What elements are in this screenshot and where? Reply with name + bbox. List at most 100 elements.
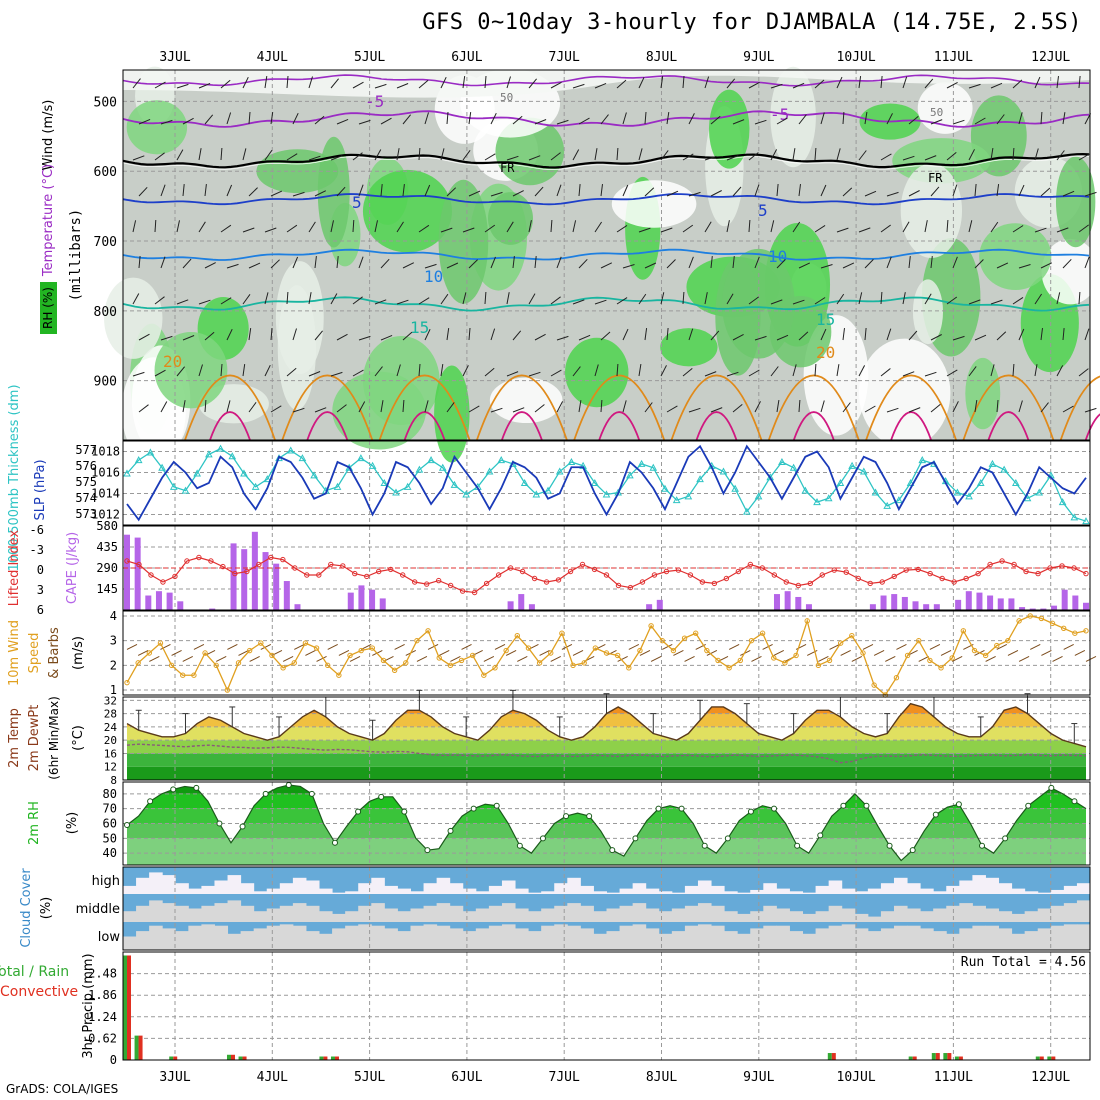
wind-speed-point bbox=[670, 647, 677, 654]
wind-barb bbox=[886, 256, 892, 269]
wind-barb bbox=[314, 330, 323, 341]
wind-barb bbox=[886, 113, 893, 125]
cloud-clear-high bbox=[998, 883, 1013, 894]
wind-speed-point bbox=[1016, 618, 1022, 624]
wind-barb bbox=[176, 299, 189, 305]
thickness-point bbox=[965, 492, 973, 500]
wind-barb bbox=[138, 186, 148, 197]
wind-speed-point bbox=[860, 650, 866, 656]
rh-patch bbox=[912, 279, 944, 345]
wind-barb bbox=[842, 402, 851, 413]
wind-barb bbox=[1040, 111, 1043, 125]
wind-barb bbox=[418, 363, 421, 377]
wind-barb bbox=[286, 75, 289, 89]
wind-barb bbox=[704, 221, 712, 233]
rh-contour-label: 50 bbox=[500, 91, 513, 104]
wind-barb bbox=[578, 184, 581, 197]
precip-total-bar bbox=[908, 1056, 913, 1060]
wind-barb-surface bbox=[751, 656, 762, 662]
temp-tick: 16 bbox=[104, 747, 117, 760]
wind-barb-surface bbox=[182, 656, 193, 662]
cloud-clear-high bbox=[319, 888, 333, 894]
cloud-clear-middle bbox=[149, 900, 163, 922]
cloud-clear-middle bbox=[345, 911, 359, 922]
cape-bar bbox=[251, 531, 258, 610]
cloud-clear-low bbox=[632, 924, 647, 950]
thickness-point bbox=[357, 454, 365, 462]
temp-band bbox=[127, 726, 1086, 741]
cloud-clear-middle bbox=[1037, 908, 1052, 922]
lifted-index-point bbox=[867, 580, 873, 587]
wind-barb-surface bbox=[717, 656, 729, 662]
rh-point bbox=[516, 842, 523, 849]
wind-barb bbox=[946, 296, 958, 305]
cloud-clear-low bbox=[580, 928, 594, 950]
cape-bar bbox=[955, 599, 962, 610]
cloud-clear-middle bbox=[763, 905, 777, 922]
wind-barb bbox=[594, 148, 598, 161]
lifted-index-point bbox=[675, 567, 682, 573]
lifted-index-point bbox=[1083, 570, 1089, 577]
wind-barb bbox=[1062, 258, 1072, 269]
thickness-point bbox=[205, 450, 213, 458]
cape-bar bbox=[997, 598, 1004, 610]
wind-speed-point bbox=[458, 657, 465, 664]
wind-barb bbox=[1018, 400, 1023, 413]
precip-panel bbox=[122, 951, 1091, 1061]
wind-speed-point bbox=[1083, 628, 1089, 634]
wind-speed-point bbox=[258, 640, 264, 646]
cloud-clear-low bbox=[684, 925, 699, 950]
rh-patch bbox=[611, 180, 697, 228]
rh-point bbox=[909, 847, 916, 854]
wind-barb bbox=[352, 152, 363, 161]
wind-barb bbox=[440, 227, 453, 233]
wind-barb bbox=[242, 76, 249, 89]
wind-barb bbox=[594, 221, 603, 233]
wind-barb-surface bbox=[271, 650, 283, 656]
wind-barb-surface bbox=[806, 650, 818, 656]
wind-barb bbox=[490, 112, 497, 125]
wind-barb bbox=[616, 147, 619, 161]
day-label-top: 3JUL bbox=[159, 50, 190, 65]
rh-patch bbox=[965, 357, 1001, 430]
contour-label-freezing: FR bbox=[500, 161, 515, 175]
wind-barb bbox=[710, 190, 722, 197]
thickness-point bbox=[298, 454, 307, 462]
lifted-index-point bbox=[1047, 565, 1053, 571]
wind-barb bbox=[484, 224, 496, 233]
rh-point bbox=[262, 790, 269, 797]
cloud-clear-high bbox=[697, 880, 712, 894]
rh-patch bbox=[488, 192, 533, 245]
thickness-point bbox=[1035, 488, 1044, 496]
wind-barb bbox=[726, 155, 739, 161]
wind-barb bbox=[600, 184, 603, 197]
chart-title: GFS 0~10day 3-hourly for DJAMBALA (14.75… bbox=[422, 10, 1082, 35]
wind-barb bbox=[1012, 296, 1024, 305]
wind-barb bbox=[622, 328, 629, 341]
wind-barb-surface bbox=[338, 650, 350, 656]
lifted-index-point bbox=[759, 565, 766, 571]
wind-barb bbox=[726, 293, 734, 305]
temp-panel bbox=[122, 696, 1091, 781]
lifted-index-point bbox=[459, 588, 466, 594]
cloud-clear-middle bbox=[462, 911, 477, 922]
wind-barb bbox=[616, 224, 628, 233]
upper-air-panel bbox=[122, 69, 1091, 441]
cloud-clear-low bbox=[763, 925, 777, 950]
wind-barb bbox=[660, 150, 669, 161]
wind-barb bbox=[990, 221, 999, 233]
wind-barb-surface bbox=[650, 656, 662, 662]
thickness-tick: 577 bbox=[75, 443, 97, 457]
wind-barb bbox=[572, 220, 577, 233]
temp-tick: 8 bbox=[110, 774, 117, 787]
cloud-clear-high bbox=[188, 888, 202, 894]
freezing-level-contour bbox=[122, 152, 1090, 169]
wind-speed-point bbox=[269, 652, 275, 659]
wind-barb bbox=[402, 262, 415, 269]
wind-barb bbox=[880, 368, 891, 377]
cloud-clear-low bbox=[279, 924, 294, 950]
cloud-clear-middle bbox=[828, 905, 843, 922]
cloud-clear-middle bbox=[319, 911, 333, 922]
wind-barb bbox=[138, 118, 151, 125]
wind-barb bbox=[600, 399, 603, 413]
